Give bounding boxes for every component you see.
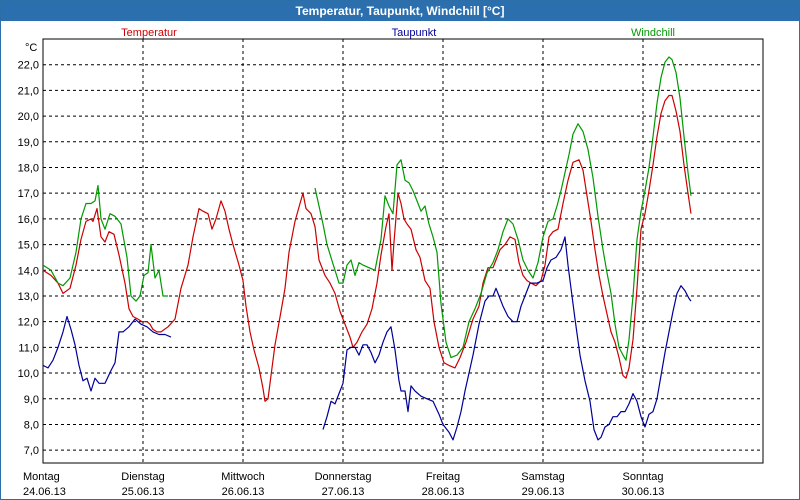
x-tick-day: Dienstag xyxy=(121,471,164,483)
x-tick-day: Montag xyxy=(23,471,60,483)
y-axis-unit: °C xyxy=(25,42,37,54)
series-line-windchill-1 xyxy=(314,56,692,361)
y-tick-label: 14,0 xyxy=(18,265,39,277)
y-tick-label: 10,0 xyxy=(18,368,39,380)
x-tick-labels: Montag 24.06.13 Dienstag 25.06.13 Mittwoch 26… xyxy=(23,471,664,498)
y-tick-label: 18,0 xyxy=(18,162,39,174)
legend-taupunkt: Taupunkt xyxy=(392,27,437,39)
x-tick-date: 24.06.13 xyxy=(23,486,66,498)
y-tick-label: 22,0 xyxy=(18,60,39,72)
y-tick-label: 7,0 xyxy=(24,445,39,457)
x-tick-date: 27.06.13 xyxy=(322,486,365,498)
y-tick-label: 15,0 xyxy=(18,240,39,252)
x-tick-day: Freitag xyxy=(426,471,460,483)
grid-lines xyxy=(43,39,763,463)
y-tick-label: 9,0 xyxy=(24,394,39,406)
series-line-taupunkt-1 xyxy=(322,236,692,441)
x-tick-day: Sonntag xyxy=(623,471,664,483)
x-tick-date: 29.06.13 xyxy=(522,486,565,498)
x-tick-day: Donnerstag xyxy=(315,471,372,483)
x-tick-day: Mittwoch xyxy=(221,471,264,483)
y-tick-label: 13,0 xyxy=(18,291,39,303)
y-tick-label: 17,0 xyxy=(18,188,39,200)
y-tick-label: 11,0 xyxy=(18,342,39,354)
y-tick-label: 19,0 xyxy=(18,137,39,149)
x-tick-date: 26.06.13 xyxy=(222,486,265,498)
y-tick-label: 16,0 xyxy=(18,214,39,226)
chart-title: Temperatur, Taupunkt, Windchill [°C] xyxy=(1,1,799,21)
y-tick-label: 20,0 xyxy=(18,111,39,123)
plot-area xyxy=(42,38,764,464)
legend-windchill: Windchill xyxy=(631,27,675,39)
x-tick-date: 28.06.13 xyxy=(422,486,465,498)
x-tick-date: 30.06.13 xyxy=(622,486,665,498)
series-line-windchill-0 xyxy=(42,184,168,302)
series-line-temperatur xyxy=(42,94,692,402)
legend-temperatur: Temperatur xyxy=(121,27,177,39)
y-tick-labels: 7,0 8,0 9,0 10,0 11,0 12,0 13,0 14,0 15,0 16,0 17,… xyxy=(18,60,39,457)
series-lines xyxy=(42,56,692,441)
y-tick-label: 21,0 xyxy=(18,85,39,97)
x-tick-day: Samstag xyxy=(521,471,564,483)
legend: Temperatur Taupunkt Windchill xyxy=(121,27,675,39)
y-tick-label: 12,0 xyxy=(18,317,39,329)
y-tick-label: 8,0 xyxy=(24,419,39,431)
x-tick-date: 25.06.13 xyxy=(122,486,165,498)
series-line-taupunkt-0 xyxy=(42,315,172,392)
